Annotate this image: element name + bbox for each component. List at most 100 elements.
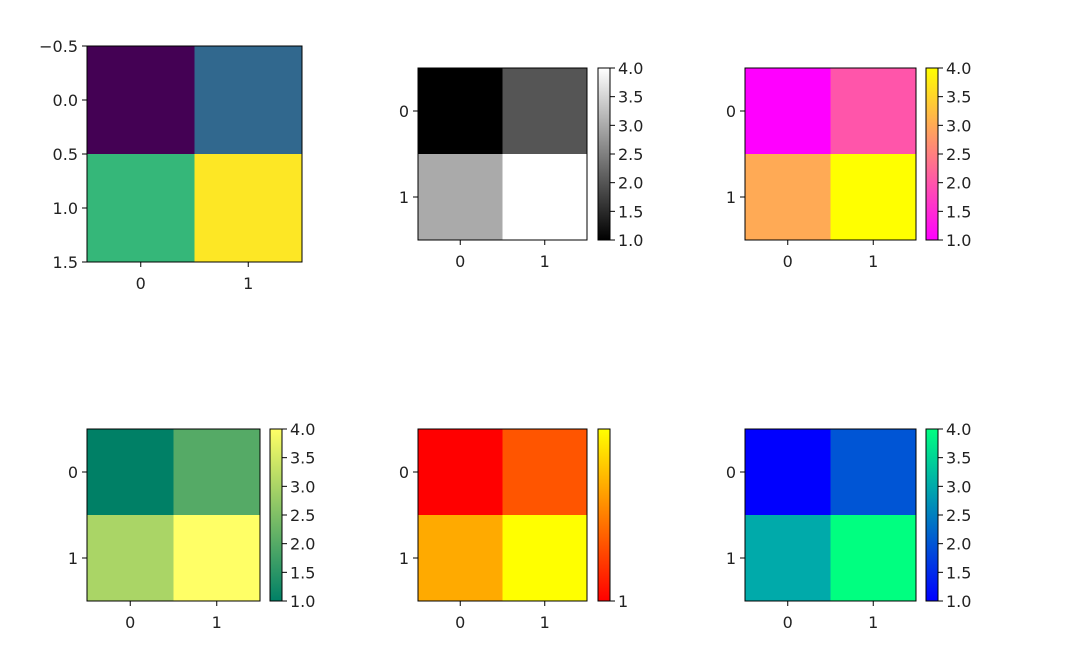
y-tick-label: 1	[399, 549, 409, 568]
colorbar-gradient	[598, 68, 610, 240]
colorbar-gradient	[270, 429, 282, 601]
heatmap-panel-3: 0 1 0 1 1.0 1.5 2.0 2.5 3.0 3.5 4.0	[726, 59, 972, 271]
colorbar-tick-label: 2.0	[290, 535, 315, 554]
heatmap-cell-r1-c1	[502, 515, 588, 602]
colorbar-tick-label: 3.0	[618, 116, 643, 135]
heatmap-cell-r1-c0	[745, 515, 831, 602]
colorbar: 1	[597, 428, 628, 611]
colorbar: 1.0 1.5 2.0 2.5 3.0 3.5 4.0	[597, 59, 643, 250]
colorbar-tick-label: 4.0	[618, 59, 643, 78]
colorbar-tick-label: 2.0	[946, 535, 971, 554]
x-tick-label: 1	[212, 613, 222, 632]
colorbar-gradient	[926, 429, 938, 601]
colorbar-tick-label: 1.5	[290, 563, 315, 582]
x-tick-label: 0	[783, 613, 793, 632]
x-tick-label: 0	[125, 613, 135, 632]
heatmap-cell-r0-c1	[194, 46, 303, 155]
heatmap-cell-r1-c0	[418, 154, 503, 241]
heatmap-cell-r0-c0	[745, 68, 831, 155]
axes-frame	[744, 428, 917, 602]
colorbar-tick-label: 3.5	[946, 88, 971, 107]
y-tick-label: 0.0	[53, 91, 78, 110]
y-tick-label: 1	[726, 549, 736, 568]
heatmap-cell-r1-c1	[194, 154, 303, 263]
colorbar-tick-label: 4.0	[946, 59, 971, 78]
heatmap-panel-2: 0 1 0 1 1.0 1.5 2.0 2.5 3.0 3.5 4.0	[399, 59, 644, 271]
heatmap-panel-5: 0 1 0 1 1	[399, 428, 628, 632]
y-tick-label: 1.0	[53, 199, 78, 218]
x-tick-label: 1	[868, 613, 878, 632]
x-tick-label: 1	[540, 252, 550, 271]
y-tick-label: 0	[726, 463, 736, 482]
x-tick-label: 0	[455, 613, 465, 632]
colorbar-tick-label: 4.0	[290, 420, 315, 439]
heatmap-cell-r1-c0	[87, 154, 195, 263]
y-tick-label: 0	[68, 463, 78, 482]
colorbar-tick-label: 3.5	[946, 449, 971, 468]
colorbar-tick-label: 1.0	[946, 592, 971, 611]
colorbar-tick-label: 3.0	[290, 477, 315, 496]
heatmap-cell-r1-c0	[87, 515, 174, 602]
colorbar-tick-label: 2.0	[618, 174, 643, 193]
y-tick-label: 0	[399, 102, 409, 121]
y-tick-label: 1	[68, 549, 78, 568]
x-tick-label: 1	[243, 274, 253, 293]
colorbar-tick-label: 3.0	[946, 477, 971, 496]
colorbar-tick-label: 1.0	[946, 231, 971, 250]
heatmap-cell-r0-c0	[418, 68, 503, 155]
colorbar-tick-label: 2.0	[946, 174, 971, 193]
heatmap-cell-r0-c1	[502, 429, 588, 516]
colorbar: 1.0 1.5 2.0 2.5 3.0 3.5 4.0	[269, 420, 315, 611]
colorbar-tick-label: 1.0	[618, 231, 643, 250]
colorbar-tick-label: 4.0	[946, 420, 971, 439]
axes-frame	[86, 428, 261, 602]
colorbar-tick-label: 3.0	[946, 116, 971, 135]
heatmap-cell-r0-c1	[830, 429, 917, 516]
colorbar-tick-label: 1	[618, 592, 628, 611]
heatmap-cell-r0-c0	[745, 429, 831, 516]
heatmap-cell-r0-c0	[87, 46, 195, 155]
x-tick-label: 0	[136, 274, 146, 293]
colorbar-tick-label: 1.5	[946, 563, 971, 582]
heatmap-cell-r1-c0	[418, 515, 503, 602]
heatmap-cell-r1-c0	[745, 154, 831, 241]
heatmap-panel-1: 0 1 −0.5 0.0 0.5 1.0 1.5	[39, 37, 303, 293]
colorbar-tick-label: 1.0	[290, 592, 315, 611]
y-tick-label: 1	[399, 188, 409, 207]
subplot-grid: 0 1 −0.5 0.0 0.5 1.0 1.5 0 1 0 1 1.0 1.5 2.0 2.5 3.0 3.5…	[39, 37, 971, 632]
heatmap-cell-r1-c1	[173, 515, 261, 602]
colorbar: 1.0 1.5 2.0 2.5 3.0 3.5 4.0	[925, 420, 971, 611]
heatmap-panel-4: 0 1 0 1 1.0 1.5 2.0 2.5 3.0 3.5 4.0	[68, 420, 316, 632]
colorbar-tick-label: 3.5	[618, 88, 643, 107]
heatmap-cell-r1-c1	[502, 154, 588, 241]
axes-frame	[417, 428, 588, 602]
axes-frame	[417, 67, 588, 241]
axes-frame	[744, 67, 917, 241]
colorbar-gradient	[926, 68, 938, 240]
x-tick-label: 0	[783, 252, 793, 271]
heatmap-cell-r0-c1	[830, 68, 917, 155]
colorbar-tick-label: 2.5	[618, 145, 643, 164]
colorbar-gradient	[598, 429, 610, 601]
heatmap-cell-r0-c0	[87, 429, 174, 516]
y-tick-label: −0.5	[39, 37, 78, 56]
colorbar-tick-label: 2.5	[946, 506, 971, 525]
y-tick-label: 1.5	[53, 253, 78, 272]
colorbar-tick-label: 1.5	[618, 202, 643, 221]
colorbar-tick-label: 3.5	[290, 449, 315, 468]
heatmap-cell-r0-c1	[173, 429, 261, 516]
x-tick-label: 0	[455, 252, 465, 271]
colorbar: 1.0 1.5 2.0 2.5 3.0 3.5 4.0	[925, 59, 971, 250]
x-tick-label: 1	[868, 252, 878, 271]
colorbar-tick-label: 1.5	[946, 202, 971, 221]
colorbar-tick-label: 2.5	[290, 506, 315, 525]
y-tick-label: 0.5	[53, 145, 78, 164]
heatmap-cell-r1-c1	[830, 154, 917, 241]
y-tick-label: 0	[726, 102, 736, 121]
heatmap-cell-r1-c1	[830, 515, 917, 602]
y-tick-label: 1	[726, 188, 736, 207]
colorbar-tick-label: 2.5	[946, 145, 971, 164]
x-tick-label: 1	[540, 613, 550, 632]
colorbar-frame	[597, 428, 611, 602]
